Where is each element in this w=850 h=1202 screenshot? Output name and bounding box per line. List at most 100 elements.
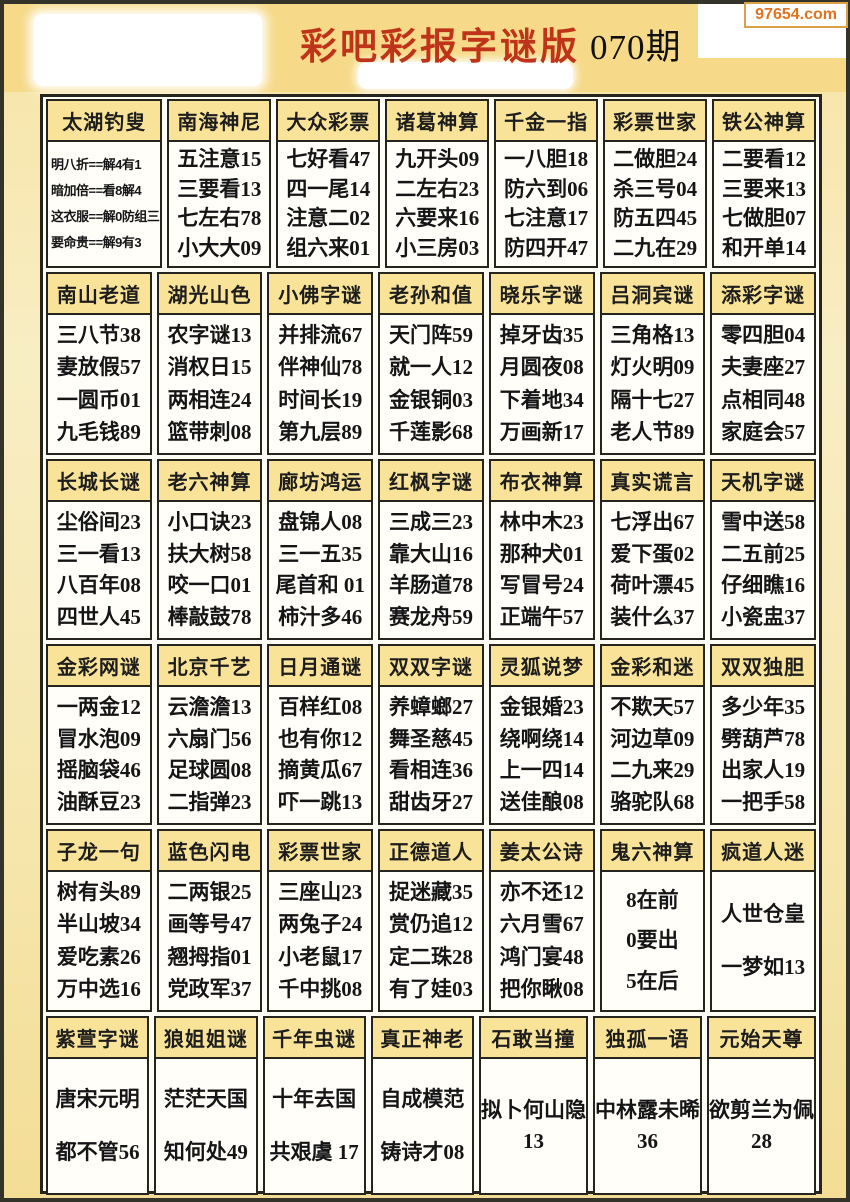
puzzle-line: 金银婚23: [499, 694, 584, 719]
page-title-text: 彩吧彩报字谜版: [300, 27, 580, 68]
puzzle-source-header: 彩票世家: [603, 99, 708, 142]
puzzle-line: 月圆夜08: [499, 355, 584, 380]
puzzle-line: 十年去国: [272, 1087, 357, 1112]
puzzle-source-header: 真正神老: [370, 1016, 474, 1059]
puzzle-column-cell: 长城长谜 尘俗间23 三一看13 八百年08 四世人45: [46, 459, 152, 640]
puzzle-line: 千中挑08: [278, 976, 363, 1001]
puzzle-source-header: 子龙一句: [46, 829, 152, 872]
puzzle-line: 靠大山16: [388, 541, 473, 566]
puzzle-source-header: 太湖钓叟: [46, 99, 163, 142]
puzzle-source-header: 元始天尊: [707, 1016, 816, 1059]
puzzle-column-cell: 独孤一语 中林露未晞 36: [593, 1016, 702, 1195]
puzzle-row: 太湖钓叟 明八折==解4有1 暗加倍==看8解4 这衣服==解0防组三 要命贵==解9有…: [46, 99, 816, 268]
puzzle-content: 云澹澹13 六扇门56 足球圆08 二指弹23: [156, 687, 263, 825]
blank-box: [34, 14, 262, 86]
puzzle-content: 雪中送58 二五前25 仔细瞧16 小瓷盅37: [710, 502, 816, 640]
blank-bar: [358, 62, 573, 89]
puzzle-line: 把你瞅08: [499, 976, 584, 1001]
puzzle-source-header: 千年虫谜: [262, 1016, 366, 1059]
puzzle-line: 防五四45: [613, 206, 698, 231]
puzzle-content: 拟卜何山隐 13: [479, 1059, 588, 1195]
puzzle-line: 冒水泡09: [56, 726, 141, 751]
puzzle-column-cell: 鬼六神算 8在前 0要出 5在后: [599, 829, 706, 1012]
puzzle-line: 和开单14: [722, 235, 807, 260]
puzzle-column-cell: 铁公神算 二要看12 三要来13 七做胆07 和开单14: [712, 99, 816, 268]
puzzle-line: 爱下蛋02: [610, 541, 695, 566]
puzzle-source-header: 疯道人迷: [710, 829, 816, 872]
puzzle-source-header: 晓乐字谜: [488, 272, 595, 315]
puzzle-line: 荷叶漂45: [610, 573, 695, 598]
watermark-text: 97654.com: [755, 6, 837, 23]
puzzle-content: 自成模范 铸诗才08: [370, 1059, 474, 1195]
puzzle-column-cell: 老孙和值 天门阵59 就一人12 金银铜03 千莲影68: [378, 272, 484, 455]
puzzle-line: 百样红08: [278, 694, 363, 719]
puzzle-content: 亦不还12 六月雪67 鸿门宴48 把你瞅08: [488, 872, 595, 1012]
puzzle-column-cell: 石敢当撞 拟卜何山隐 13: [479, 1016, 588, 1195]
puzzle-line: 四世人45: [56, 605, 141, 630]
puzzle-content: 金银婚23 绕啊绕14 上一四14 送佳酿08: [488, 687, 595, 825]
puzzle-source-header: 北京千艺: [156, 644, 263, 687]
puzzle-content: 百样红08 也有你12 摘黄瓜67 吓一跳13: [267, 687, 374, 825]
puzzle-line: 有了娃03: [388, 976, 473, 1001]
puzzle-line: 装什么37: [610, 605, 695, 630]
riddle-table: 太湖钓叟 明八折==解4有1 暗加倍==看8解4 这衣服==解0防组三 要命贵==解9有…: [40, 94, 822, 1195]
puzzle-line: 五注意15: [177, 147, 262, 172]
puzzle-line: 两相连24: [167, 387, 252, 412]
puzzle-line: 家庭会57: [721, 419, 806, 444]
puzzle-line: 一圆币01: [56, 387, 141, 412]
puzzle-line: 灯火明09: [610, 355, 695, 380]
puzzle-line: 两兔子24: [278, 912, 363, 937]
puzzle-line: 鸿门宴48: [499, 944, 584, 969]
puzzle-content: 天门阵59 就一人12 金银铜03 千莲影68: [378, 315, 484, 455]
puzzle-content: 养蟑螂27 舞圣慈45 看相连36 甜齿牙27: [378, 687, 484, 825]
puzzle-line: 足球圆08: [167, 758, 252, 783]
puzzle-line: 树有头89: [56, 880, 141, 905]
puzzle-line: 党政军37: [167, 976, 252, 1001]
puzzle-line: 赏仍追12: [388, 912, 473, 937]
puzzle-column-cell: 正德道人 捉迷藏35 赏仍追12 定二珠28 有了娃03: [378, 829, 484, 1012]
puzzle-line: 二要看12: [722, 147, 807, 172]
puzzle-line: 自成模范: [380, 1087, 465, 1112]
puzzle-content: 多少年35 劈葫芦78 出家人19 一把手58: [710, 687, 816, 825]
puzzle-line: 伴神仙78: [278, 355, 363, 380]
issue-number: 070期: [590, 28, 682, 67]
puzzle-content: 人世仓皇 一梦如13: [710, 872, 816, 1012]
puzzle-column-cell: 添彩字谜 零四胆04 夫妻座27 点相同48 家庭会57: [710, 272, 816, 455]
page-title: 彩吧彩报字谜版 070期: [300, 16, 720, 70]
puzzle-line: 防六到06: [504, 176, 589, 201]
puzzle-line: 农字谜13: [167, 323, 252, 348]
puzzle-line: 二五前25: [721, 541, 806, 566]
puzzle-content: 一两金12 冒水泡09 摇脑袋46 油酥豆23: [46, 687, 152, 825]
puzzle-line: 天门阵59: [388, 323, 473, 348]
puzzle-content: 零四胆04 夫妻座27 点相同48 家庭会57: [710, 315, 816, 455]
puzzle-content: 二两银25 画等号47 翘拇指01 党政军37: [156, 872, 263, 1012]
puzzle-content: 五注意15 三要看13 七左右78 小大大09: [167, 142, 272, 268]
puzzle-line: 翘拇指01: [167, 944, 252, 969]
puzzle-line: 下着地34: [499, 387, 584, 412]
puzzle-line: 赛龙舟59: [388, 605, 473, 630]
puzzle-content: 尘俗间23 三一看13 八百年08 四世人45: [46, 502, 152, 640]
puzzle-line: 都不管56: [55, 1139, 140, 1164]
puzzle-source-header: 小佛字谜: [267, 272, 374, 315]
puzzle-column-cell: 天机字谜 雪中送58 二五前25 仔细瞧16 小瓷盅37: [710, 459, 816, 640]
puzzle-content: 小口诀23 扶大树58 咬一口01 棒敲鼓78: [156, 502, 263, 640]
puzzle-content: 盘锦人08 三一五35 尾首和 01 柿汁多46: [267, 502, 374, 640]
puzzle-line: 画等号47: [167, 912, 252, 937]
puzzle-line: 不欺天57: [610, 694, 695, 719]
puzzle-source-header: 老六神算: [156, 459, 263, 502]
puzzle-line: 写冒号24: [499, 573, 584, 598]
puzzle-line: 消权日15: [167, 355, 252, 380]
puzzle-line: 羊肠道78: [388, 573, 473, 598]
puzzle-content: 明八折==解4有1 暗加倍==看8解4 这衣服==解0防组三 要命贵==解9有3: [46, 142, 163, 268]
puzzle-source-header: 诸葛神算: [385, 99, 490, 142]
puzzle-line: 养蟑螂27: [388, 694, 473, 719]
puzzle-line: 正端午57: [499, 605, 584, 630]
puzzle-line: 摘黄瓜67: [278, 758, 363, 783]
puzzle-column-cell: 金彩和迷 不欺天57 河边草09 二九来29 骆驼队68: [599, 644, 706, 825]
puzzle-source-header: 姜太公诗: [488, 829, 595, 872]
puzzle-column-cell: 千年虫谜 十年去国 共艰虞 17: [262, 1016, 366, 1195]
puzzle-line: 杀三号04: [613, 176, 698, 201]
puzzle-source-header: 狼姐姐谜: [154, 1016, 258, 1059]
puzzle-line: 六扇门56: [167, 726, 252, 751]
puzzle-line: 上一四14: [499, 758, 584, 783]
